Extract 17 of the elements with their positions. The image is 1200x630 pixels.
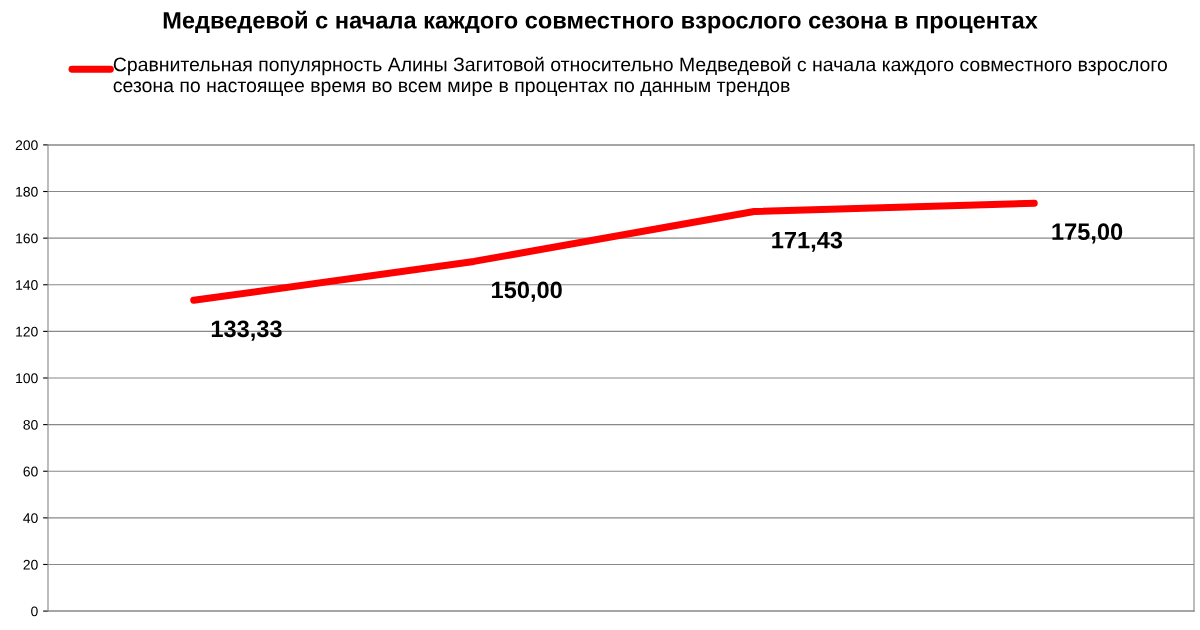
data-label: 133,33 (211, 320, 282, 341)
y-tick-label: 180 (16, 186, 38, 197)
y-tick-label: 200 (15, 140, 38, 151)
y-tick-label: 120 (16, 326, 38, 337)
y-tick-label: 20 (23, 559, 38, 570)
y-tick-label: 80 (23, 419, 38, 430)
y-tick-label: 40 (23, 513, 38, 524)
legend-label: Сравнительная популярность Алины Загитовой относительно Медведевой с начала каждого совместного взрослого сезона по настоящее время во всем мире в процентах по данным трендов (113, 56, 1167, 97)
y-tick-label: 160 (16, 233, 38, 244)
chart-title: Медведевой с начала каждого совместного взрослого сезона в процентах (163, 10, 1038, 34)
y-tick-label: 140 (16, 280, 38, 290)
data-label: 175,00 (1052, 223, 1123, 244)
y-tick-label: 0 (31, 606, 38, 617)
y-tick-label: 60 (23, 466, 38, 477)
y-tick-label: 100 (16, 373, 38, 384)
data-label: 171,43 (772, 231, 843, 252)
data-label: 150,00 (492, 281, 562, 302)
